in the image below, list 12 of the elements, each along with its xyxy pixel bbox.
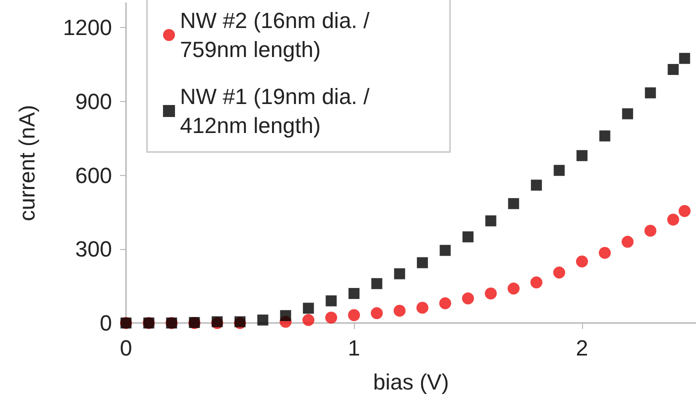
x-tick-label: 1	[348, 336, 360, 360]
y-tick-label: 600	[75, 162, 112, 188]
y-axis-title: current (nA)	[14, 104, 40, 222]
y-tick-label: 1200	[63, 15, 112, 40]
y-tick-label: 0	[100, 310, 112, 336]
y-tick-label: 300	[75, 236, 112, 262]
legend-label: NW #2 (16nm dia. / 759nm length)	[180, 8, 376, 62]
x-tick-label: 0	[120, 336, 132, 360]
x-tick-label: 2	[576, 336, 588, 360]
y-tick-label: 900	[75, 88, 112, 114]
legend-label: NW #1 (19nm dia. / 412nm length)	[180, 84, 376, 138]
x-axis-title: bias (V)	[373, 370, 449, 394]
